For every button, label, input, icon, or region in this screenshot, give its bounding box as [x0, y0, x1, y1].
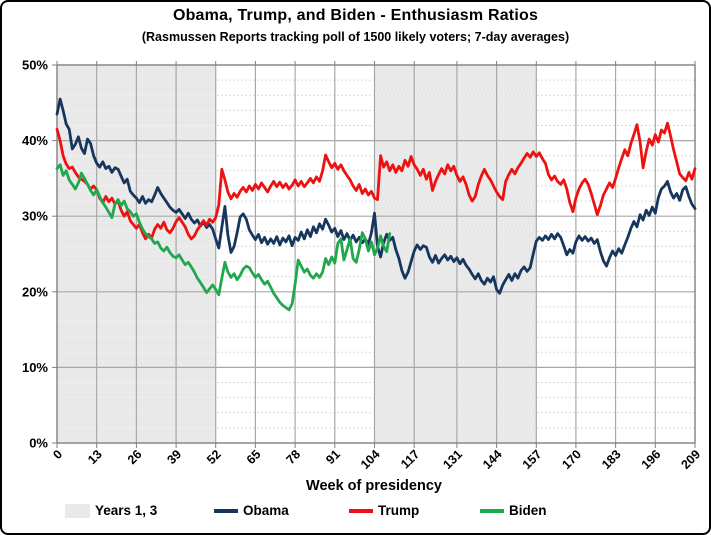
x-tick-label: 157 — [520, 447, 545, 472]
legend-item-obama: Obama — [214, 503, 289, 518]
x-tick-label: 104 — [358, 447, 383, 472]
x-tick-label: 0 — [50, 447, 65, 462]
y-tick-label: 20% — [22, 284, 48, 299]
x-tick-label: 170 — [559, 447, 584, 472]
legend-label: Biden — [509, 503, 547, 518]
legend-label: Obama — [243, 503, 289, 518]
x-tick-label: 131 — [440, 447, 465, 472]
series-line-trump — [55, 121, 697, 241]
series-line-biden — [55, 163, 392, 312]
shaded-region-years-1-3 — [374, 65, 537, 443]
legend-label: Trump — [378, 503, 420, 518]
x-tick-label: 91 — [323, 447, 343, 467]
legend-area-swatch — [65, 503, 90, 518]
legend-label: Years 1, 3 — [95, 503, 158, 518]
legend-item-biden: Biden — [480, 503, 547, 518]
x-tick-label: 78 — [283, 447, 303, 467]
y-tick-label: 10% — [22, 360, 48, 375]
x-tick-label: 65 — [244, 447, 264, 467]
x-tick-label: 26 — [125, 447, 145, 467]
series-line-obama — [55, 97, 697, 295]
y-tick-label: 50% — [22, 58, 48, 73]
y-tick-label: 40% — [22, 133, 48, 148]
x-tick-label: 196 — [639, 447, 664, 472]
chart-title: Obama, Trump, and Biden - Enthusiasm Rat… — [172, 7, 539, 24]
y-tick-label: 30% — [22, 209, 48, 224]
x-tick-label: 52 — [204, 447, 224, 467]
x-axis-title: Week of presidency — [306, 478, 442, 494]
x-tick-label: 39 — [164, 447, 184, 467]
x-tick-label: 144 — [480, 447, 505, 472]
legend-line-swatch — [214, 508, 238, 513]
legend: Years 1, 3 Obama Trump Biden — [2, 503, 709, 529]
x-tick-label: 117 — [398, 447, 422, 471]
x-tick-label: 13 — [85, 447, 105, 467]
legend-item-trump: Trump — [349, 503, 419, 518]
x-tick-label: 209 — [678, 447, 703, 472]
y-tick-label: 0% — [29, 436, 48, 451]
x-tick-label: 183 — [599, 447, 624, 472]
legend-line-swatch — [480, 508, 504, 513]
legend-item-years-1-3: Years 1, 3 — [65, 503, 157, 518]
chart-subtitle: (Rasmussen Reports tracking poll of 1500… — [141, 30, 570, 44]
plot-border — [56, 64, 696, 444]
legend-line-swatch — [349, 508, 373, 513]
